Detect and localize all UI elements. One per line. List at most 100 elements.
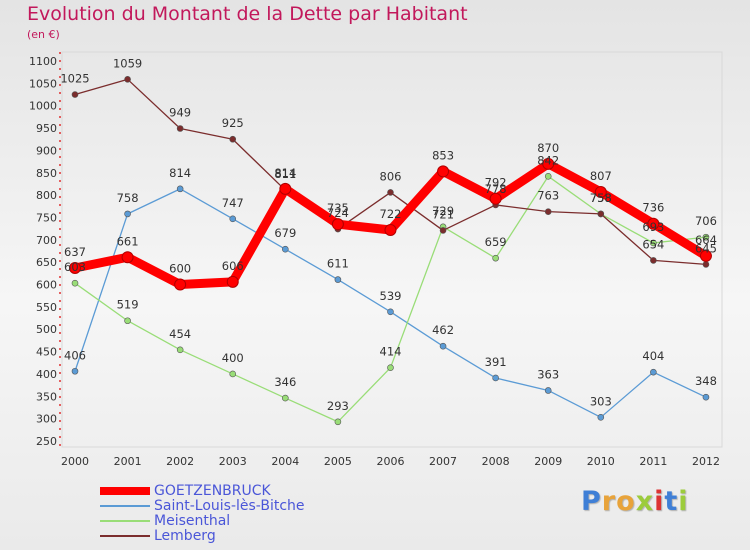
legend-swatch-saint-louis — [100, 505, 150, 507]
data-label: 758 — [590, 191, 612, 205]
data-label: 722 — [380, 207, 402, 221]
data-label: 462 — [432, 323, 454, 337]
data-label: 414 — [380, 345, 402, 359]
data-point — [702, 393, 710, 401]
data-point — [176, 125, 184, 132]
data-label: 363 — [537, 367, 559, 381]
data-point — [226, 275, 239, 288]
data-point — [124, 317, 131, 325]
data-label: 1025 — [60, 72, 89, 86]
data-label: 603 — [64, 260, 86, 274]
data-point — [71, 367, 79, 375]
y-tick-label: 800 — [36, 189, 57, 202]
y-tick-label: 650 — [36, 256, 57, 269]
data-label: 348 — [695, 374, 717, 388]
y-tick-label: 500 — [36, 323, 57, 336]
data-point — [176, 346, 184, 354]
data-label: 814 — [274, 166, 296, 180]
y-tick-label: 950 — [36, 122, 57, 135]
x-tick-label: 2010 — [587, 455, 615, 468]
data-point — [597, 210, 605, 218]
data-label: 645 — [695, 241, 717, 255]
data-point — [334, 418, 342, 426]
data-label: 606 — [222, 259, 244, 273]
legend-swatch-meisenthal — [100, 520, 150, 522]
x-tick-label: 2008 — [482, 455, 510, 468]
data-point — [489, 192, 502, 205]
x-tick-label: 2006 — [376, 455, 404, 468]
data-label: 600 — [169, 262, 191, 276]
data-point — [650, 239, 657, 247]
data-label: 679 — [274, 226, 296, 240]
data-point — [229, 370, 237, 378]
data-point — [492, 374, 499, 382]
data-label: 654 — [642, 237, 664, 251]
data-label: 303 — [590, 394, 612, 408]
data-label: 806 — [380, 169, 402, 183]
x-tick-label: 2004 — [271, 455, 299, 468]
x-tick-label: 2000 — [61, 455, 89, 468]
legend-swatch-lemberg — [100, 535, 150, 537]
data-label: 346 — [274, 375, 296, 389]
data-point — [282, 394, 289, 402]
data-point — [650, 368, 657, 376]
data-label: 842 — [537, 153, 559, 167]
data-point — [124, 210, 131, 218]
data-label: 391 — [485, 355, 507, 369]
data-label: 758 — [590, 191, 612, 205]
y-tick-label: 450 — [36, 346, 57, 359]
x-tick-label: 2001 — [114, 455, 142, 468]
data-point — [71, 91, 79, 98]
data-label: 454 — [169, 327, 191, 341]
x-tick-label: 2012 — [692, 455, 720, 468]
data-label: 539 — [380, 289, 402, 303]
data-point — [387, 308, 394, 316]
data-label: 611 — [327, 257, 349, 271]
data-label: 293 — [327, 399, 349, 413]
y-tick-label: 600 — [36, 279, 57, 292]
y-tick-label: 400 — [36, 368, 57, 381]
legend-label-goetzenbruck: GOETZENBRUCK — [154, 483, 271, 499]
x-tick-label: 2005 — [324, 455, 352, 468]
data-label: 724 — [327, 206, 349, 220]
data-label: 736 — [642, 201, 664, 215]
data-point — [282, 245, 289, 253]
legend-label-meisenthal: Meisenthal — [154, 513, 231, 529]
data-label: 814 — [169, 166, 191, 180]
y-tick-label: 250 — [36, 435, 57, 448]
data-point — [544, 208, 552, 215]
y-tick-label: 700 — [36, 234, 57, 247]
data-label: 778 — [485, 182, 507, 196]
y-tick-label: 1000 — [29, 100, 57, 113]
data-label: 519 — [117, 298, 139, 312]
data-point — [594, 185, 607, 198]
data-point — [439, 227, 447, 234]
data-label: 661 — [117, 234, 139, 248]
y-tick-label: 550 — [36, 301, 57, 314]
data-label: 758 — [117, 191, 139, 205]
data-label: 870 — [537, 141, 559, 155]
y-tick-label: 350 — [36, 390, 57, 403]
data-label: 693 — [642, 220, 664, 234]
data-point — [387, 364, 394, 371]
y-tick-label: 1100 — [29, 55, 57, 68]
data-point — [174, 278, 187, 291]
data-point — [387, 189, 394, 196]
data-label: 763 — [537, 189, 559, 203]
data-label: 400 — [222, 351, 244, 365]
data-label: 747 — [222, 196, 244, 210]
data-point — [229, 135, 237, 143]
data-point — [176, 185, 184, 193]
data-point — [69, 261, 81, 274]
data-point — [229, 215, 237, 223]
data-label: 949 — [169, 106, 191, 120]
data-point — [542, 157, 555, 170]
data-point — [544, 387, 552, 394]
data-label: 1059 — [113, 56, 142, 70]
data-label: 811 — [274, 167, 296, 181]
data-point — [702, 233, 710, 241]
data-label: 729 — [432, 204, 454, 218]
y-tick-label: 750 — [36, 211, 57, 224]
y-tick-label: 850 — [36, 167, 57, 180]
